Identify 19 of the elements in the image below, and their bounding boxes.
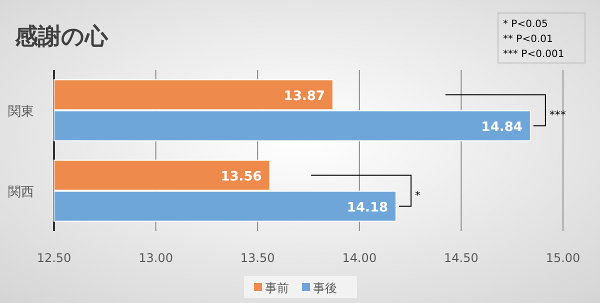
legend-label: 事前 [265, 281, 289, 295]
data-label: 13.87 [284, 88, 325, 104]
annotation: * [415, 188, 422, 202]
y-tick-label: 関西 [8, 184, 34, 200]
data-label: 14.84 [481, 120, 522, 135]
x-tick-label: 13.00 [138, 251, 173, 265]
text: ** P<0.01 [503, 34, 553, 45]
x-tick-label: 14.50 [444, 251, 478, 265]
data-label: 13.56 [220, 169, 262, 184]
x-tick-label: 15.00 [546, 251, 580, 265]
x-tick-label: 14.00 [342, 251, 377, 265]
text: *** P<0.001 [503, 49, 564, 60]
y-tick-label: 関東 [8, 104, 34, 120]
chart-title: 感謝の心 [14, 23, 109, 50]
x-tick-label: 12.50 [36, 251, 72, 265]
data-label: 14.18 [346, 200, 388, 216]
x-tick-label: 13.50 [240, 251, 275, 265]
text: * P<0.05 [503, 19, 548, 30]
annotation: *** [549, 108, 566, 122]
